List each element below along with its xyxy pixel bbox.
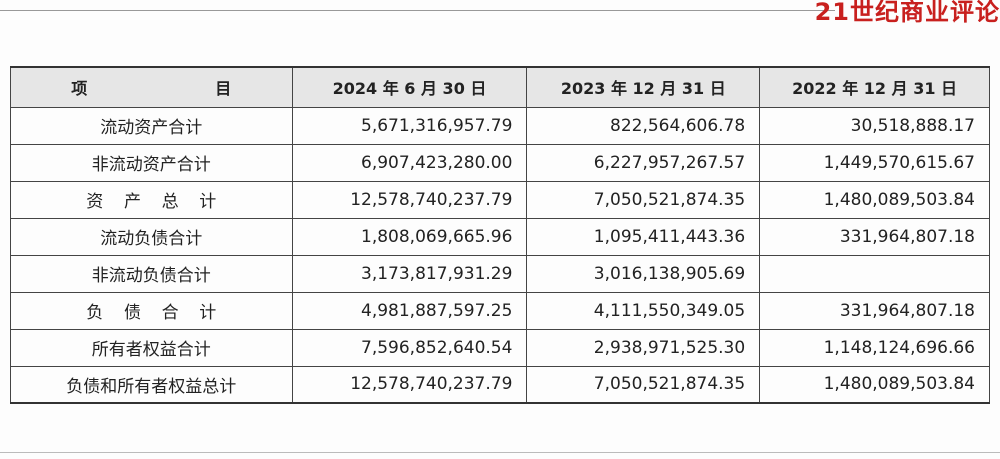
cell-value	[759, 254, 990, 293]
cell-value: 5,671,316,957.79	[291, 106, 528, 145]
cell-value: 1,449,570,615.67	[759, 143, 990, 182]
table-row: 流动负债合计 1,808,069,665.96 1,095,411,443.36 33…	[10, 217, 990, 256]
cell-value: 3,173,817,931.29	[291, 254, 528, 293]
cell-value: 6,907,423,280.00	[291, 143, 528, 182]
row-label-text: 流动资产合计	[100, 118, 203, 138]
column-header-text: 项 目	[71, 79, 232, 99]
row-label-text: 非流动负债合计	[91, 266, 211, 286]
row-label-text: 负债和所有者权益总计	[66, 376, 237, 397]
cell-value: 3,016,138,905.69	[526, 254, 761, 293]
cell-value: 4,111,550,349.05	[526, 291, 761, 330]
row-label: 非流动负债合计	[10, 254, 293, 293]
cell-value: 6,227,957,267.57	[526, 143, 761, 182]
column-header: 项 目	[10, 66, 293, 108]
row-label-text: 所有者权益合计	[91, 340, 211, 360]
table-row: 负 债 合 计 4,981,887,597.25 4,111,550,349.05 3…	[10, 291, 990, 330]
header-row: 项 目 2024 年 6 月 30 日 2023 年 12 月 31 日 2022 年…	[10, 66, 990, 108]
rule	[0, 452, 1000, 453]
cell-value: 1,480,089,503.84	[759, 180, 990, 219]
row-label: 非流动资产合计	[10, 143, 293, 182]
row-label-text: 流动负债合计	[100, 229, 203, 249]
cell-value: 7,596,852,640.54	[291, 328, 528, 367]
cell-value: 1,095,411,443.36	[526, 217, 761, 256]
cell-value: 12,578,740,237.79	[291, 180, 528, 219]
balance-table: 项 目 2024 年 6 月 30 日 2023 年 12 月 31 日 2022 年…	[10, 66, 990, 404]
cell-value: 331,964,807.18	[759, 291, 990, 330]
column-header: 2023 年 12 月 31 日	[526, 66, 761, 108]
row-label: 所有者权益合计	[10, 328, 293, 367]
row-label-text: 资 产 总 计	[86, 192, 217, 212]
cell-value: 30,518,888.17	[759, 106, 990, 145]
cell-value: 4,981,887,597.25	[291, 291, 528, 330]
table-row: 负债和所有者权益总计 12,578,740,237.79 7,050,521,874…	[10, 365, 990, 404]
cell-value: 1,148,124,696.66	[759, 328, 990, 367]
cell-value: 822,564,606.78	[526, 106, 761, 145]
cell-value: 12,578,740,237.79	[291, 365, 528, 404]
cell-value: 1,480,089,503.84	[759, 365, 990, 404]
column-header: 2024 年 6 月 30 日	[291, 66, 528, 108]
row-label-text: 非流动资产合计	[91, 155, 211, 175]
table-row: 非流动负债合计 3,173,817,931.29 3,016,138,905.69	[10, 254, 990, 293]
row-label: 资 产 总 计	[10, 180, 293, 219]
row-label-text: 负 债 合 计	[86, 303, 217, 323]
table-row: 流动资产合计 5,671,316,957.79 822,564,606.78 30,5…	[10, 106, 990, 145]
table-row: 非流动资产合计 6,907,423,280.00 6,227,957,267.57 1…	[10, 143, 990, 182]
row-label: 负债和所有者权益总计	[10, 365, 293, 404]
rule	[0, 10, 835, 11]
row-label: 流动资产合计	[10, 106, 293, 145]
cell-value: 1,808,069,665.96	[291, 217, 528, 256]
cell-value: 2,938,971,525.30	[526, 328, 761, 367]
cell-value: 331,964,807.18	[759, 217, 990, 256]
column-header: 2022 年 12 月 31 日	[759, 66, 990, 108]
row-label: 负 债 合 计	[10, 291, 293, 330]
table-row: 所有者权益合计 7,596,852,640.54 2,938,971,525.30 1…	[10, 328, 990, 367]
table-row: 资 产 总 计 12,578,740,237.79 7,050,521,874.35…	[10, 180, 990, 219]
logo: 21世纪商业评论	[814, 0, 1000, 26]
cell-value: 7,050,521,874.35	[526, 180, 761, 219]
row-label: 流动负债合计	[10, 217, 293, 256]
cell-value: 7,050,521,874.35	[526, 365, 761, 404]
